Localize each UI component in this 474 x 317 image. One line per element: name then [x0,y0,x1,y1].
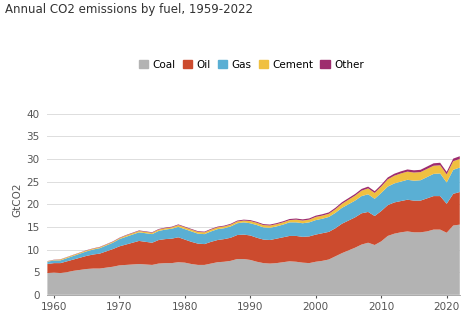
Legend: Coal, Oil, Gas, Cement, Other: Coal, Oil, Gas, Cement, Other [135,56,368,74]
Text: Annual CO2 emissions by fuel, 1959-2022: Annual CO2 emissions by fuel, 1959-2022 [5,3,253,16]
Y-axis label: GtCO2: GtCO2 [12,183,22,217]
